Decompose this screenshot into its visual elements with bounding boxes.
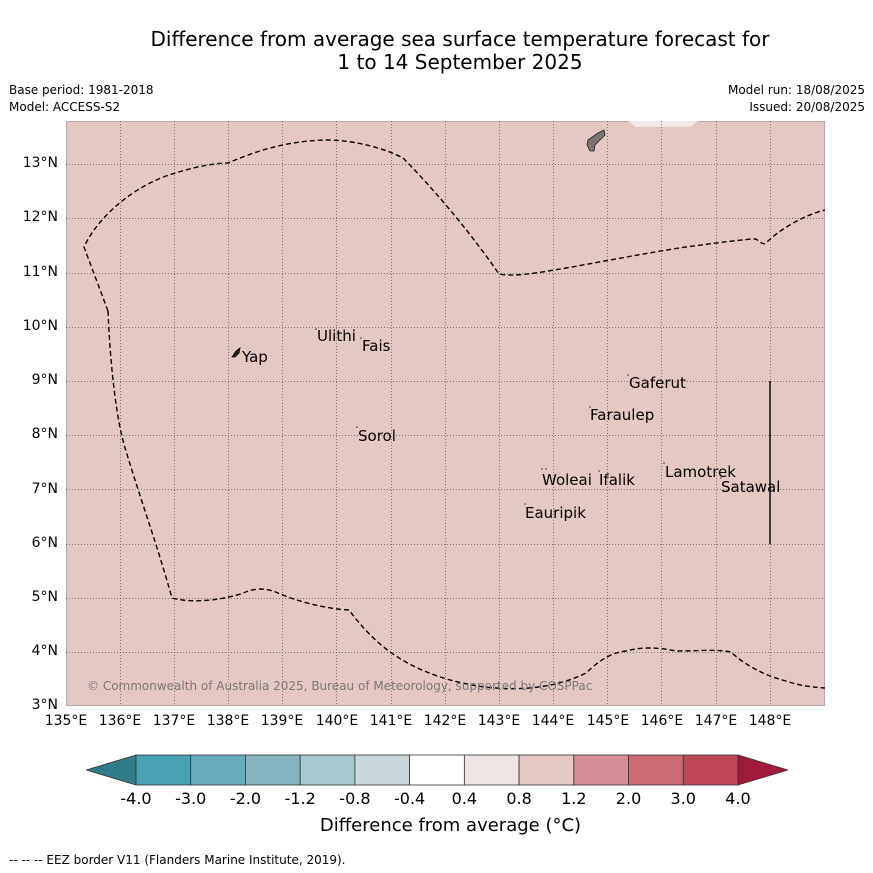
colorbar-tick-label: 3.0 bbox=[670, 789, 696, 808]
lat-label-5n: 5°N bbox=[31, 589, 58, 605]
top-white-patch bbox=[628, 121, 698, 127]
colorbar-tick-label: -2.0 bbox=[229, 789, 262, 808]
lon-label-148e: 148°E bbox=[748, 713, 792, 729]
colorbar-tick-label: 0.8 bbox=[506, 789, 532, 808]
lon-label-145e: 145°E bbox=[586, 713, 630, 729]
lat-label-7n: 7°N bbox=[31, 481, 58, 497]
place-label-faraulep: Faraulep bbox=[590, 406, 654, 424]
colorbar-tick-label: 0.4 bbox=[451, 789, 478, 808]
lat-label-9n: 9°N bbox=[31, 372, 58, 388]
lat-label-8n: 8°N bbox=[31, 426, 58, 442]
lat-label-3n: 3°N bbox=[31, 697, 58, 713]
colorbar-tick-label: -4.0 bbox=[120, 789, 152, 808]
lon-label-136e: 136°E bbox=[98, 713, 142, 729]
colorbar-tick-label: 4.0 bbox=[725, 789, 751, 808]
colorbar-segment bbox=[245, 754, 301, 786]
colorbar-over-arrow bbox=[737, 754, 788, 786]
lat-label-13n: 13°N bbox=[22, 155, 58, 171]
colorbar-segment bbox=[628, 754, 684, 786]
colorbar-segment bbox=[682, 754, 739, 786]
yap-island bbox=[231, 347, 241, 358]
place-label-woleai: Woleai bbox=[542, 471, 592, 489]
lon-label-138e: 138°E bbox=[206, 713, 250, 729]
colorbar-tick-label: 1.2 bbox=[561, 789, 587, 808]
place-label-ifalik: Ifalik bbox=[599, 471, 635, 489]
colorbar-segment bbox=[409, 754, 465, 786]
colorbar-segment bbox=[573, 754, 629, 786]
colorbar-segment bbox=[299, 754, 356, 786]
title-line-1: Difference from average sea surface temp… bbox=[150, 27, 770, 51]
issued-date: Issued: 20/08/2025 bbox=[749, 100, 865, 114]
colorbar-tick-label: -1.2 bbox=[284, 789, 316, 808]
place-label-sorol: Sorol bbox=[358, 427, 396, 445]
lon-label-137e: 137°E bbox=[152, 713, 196, 729]
lon-label-135e: 135°E bbox=[44, 713, 88, 729]
eez-border-north bbox=[83, 139, 825, 312]
lat-label-6n: 6°N bbox=[31, 535, 58, 551]
place-label-lamotrek: Lamotrek bbox=[665, 463, 736, 481]
lon-label-146e: 146°E bbox=[640, 713, 684, 729]
meta-left: Base period: 1981-2018 Model: ACCESS-S2 bbox=[9, 82, 154, 116]
colorbar-tick-label: -0.8 bbox=[339, 789, 371, 808]
place-label-ulithi: Ulithi bbox=[317, 327, 356, 345]
map-panel: Yap Ulithi Fais Gaferut Faraulep Sorol L… bbox=[66, 121, 825, 706]
copyright-text: © Commonwealth of Australia 2025, Bureau… bbox=[87, 679, 592, 693]
colorbar-segment bbox=[190, 754, 246, 786]
place-label-fais: Fais bbox=[362, 337, 391, 355]
lon-label-147e: 147°E bbox=[694, 713, 738, 729]
colorbar-segment bbox=[354, 754, 411, 786]
lat-label-11n: 11°N bbox=[22, 264, 58, 280]
eez-border bbox=[107, 310, 825, 690]
model-name: Model: ACCESS-S2 bbox=[9, 100, 121, 114]
island-dots bbox=[315, 328, 722, 505]
eez-footnote: -- -- -- EEZ border V11 (Flanders Marine… bbox=[9, 853, 346, 867]
colorbar-tick-label: -0.4 bbox=[394, 789, 426, 808]
colorbar-title: Difference from average (°C) bbox=[319, 815, 582, 836]
gridlines bbox=[66, 121, 825, 706]
colorbar-segment bbox=[518, 754, 575, 786]
place-label-satawal: Satawal bbox=[721, 478, 780, 496]
chart-title: Difference from average sea surface temp… bbox=[60, 28, 860, 74]
lat-label-4n: 4°N bbox=[31, 643, 58, 659]
colorbar-segments bbox=[135, 754, 739, 786]
colorbar-segment bbox=[135, 754, 192, 786]
title-line-2: 1 to 14 September 2025 bbox=[337, 50, 583, 74]
colorbar-tick-label: 2.0 bbox=[615, 789, 642, 808]
place-label-gaferut: Gaferut bbox=[629, 374, 686, 392]
place-label-eauripik: Eauripik bbox=[525, 504, 586, 522]
colorbar-segment bbox=[463, 754, 520, 786]
colorbar bbox=[86, 754, 788, 786]
colorbar-under-arrow bbox=[86, 754, 137, 786]
lon-label-141e: 141°E bbox=[369, 713, 413, 729]
model-run: Model run: 18/08/2025 bbox=[727, 83, 865, 97]
meta-right: Model run: 18/08/2025 Issued: 20/08/2025 bbox=[728, 82, 865, 116]
lon-label-144e: 144°E bbox=[531, 713, 575, 729]
lon-label-142e: 142°E bbox=[423, 713, 467, 729]
lon-label-140e: 140°E bbox=[315, 713, 359, 729]
guam-island bbox=[586, 129, 606, 152]
lat-label-12n: 12°N bbox=[22, 209, 58, 225]
base-period: Base period: 1981-2018 bbox=[9, 83, 154, 97]
colorbar-tick-label: -3.0 bbox=[175, 789, 207, 808]
lon-label-139e: 139°E bbox=[260, 713, 304, 729]
lat-label-10n: 10°N bbox=[22, 318, 58, 334]
place-label-yap: Yap bbox=[241, 348, 268, 366]
lon-label-143e: 143°E bbox=[477, 713, 521, 729]
